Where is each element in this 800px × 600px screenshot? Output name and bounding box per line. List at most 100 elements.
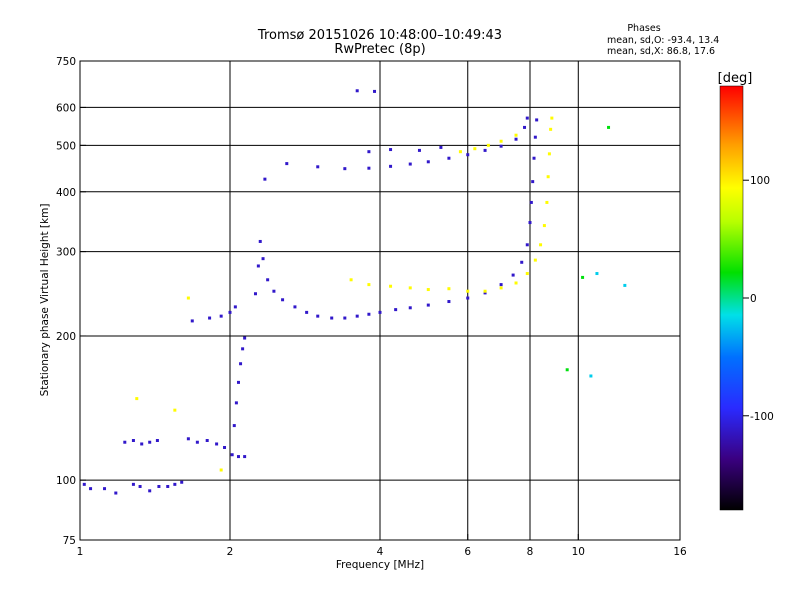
data-point [367,283,371,287]
x-tick-label: 10 [572,546,585,558]
data-point [155,439,159,443]
data-point [157,484,161,488]
data-point [533,258,537,262]
data-point [173,408,177,412]
data-point [545,200,549,204]
x-axis-ticks: 1 2 4 6 8 10 16 [77,534,687,558]
data-point [355,89,359,93]
data-point [195,440,199,444]
data-point [499,286,503,290]
data-point [525,272,529,276]
data-point [243,336,247,340]
y-axis-label: Stationary phase Virtual Height [km] [39,204,51,397]
data-point [148,489,152,493]
data-point [215,442,219,446]
data-point [447,156,451,160]
y-tick-label: 75 [63,535,76,547]
data-point [114,491,118,495]
data-point [394,308,398,312]
data-point [330,316,334,320]
data-point [186,437,190,441]
data-point [233,305,237,309]
data-point [426,288,430,292]
data-point [230,453,234,457]
data-point [123,440,127,444]
data-point [293,305,297,309]
data-point [447,287,451,291]
data-point [281,298,285,302]
colorbar-tick-label: 100 [750,175,770,187]
data-point [131,482,135,486]
data-point [565,368,569,372]
data-point [439,145,443,149]
data-point [236,380,240,384]
data-point [236,455,240,459]
data-point [531,180,535,184]
y-tick-label: 500 [56,140,76,152]
colorbar-tick-label: 0 [750,293,757,305]
data-point [166,484,170,488]
data-point [378,310,382,314]
data-point [523,125,527,129]
data-point [589,374,593,378]
data-point [550,116,554,120]
y-tick-label: 400 [56,187,76,199]
data-point [483,291,487,295]
plot-area: 1 2 4 6 8 10 16 75 100 200 300 400 500 600 750 [56,56,687,558]
y-tick-label: 200 [56,331,76,343]
data-point [367,166,371,170]
data-point [223,445,227,449]
x-tick-label: 6 [464,546,471,558]
data-point [305,310,309,314]
data-point [511,273,515,277]
data-point [253,292,257,296]
data-point [389,164,393,168]
data-point [623,283,627,287]
data-point [243,455,247,459]
stats-title: Phases [627,23,660,34]
data-points [82,89,627,495]
data-point [499,283,503,287]
data-point [525,243,529,247]
data-point [473,147,477,151]
data-point [528,221,532,225]
data-point [607,125,611,129]
data-point [219,468,223,472]
gridlines [80,61,680,540]
data-point [373,89,377,93]
data-point [131,439,135,443]
data-point [514,133,518,137]
data-point [190,319,194,323]
data-point [486,143,490,147]
data-point [520,260,524,264]
x-tick-label: 4 [377,546,384,558]
data-point [186,296,190,300]
data-point [499,139,503,143]
data-point [514,281,518,285]
data-point [138,484,142,488]
data-point [549,127,553,131]
data-point [367,150,371,154]
data-point [466,296,470,300]
data-point [263,177,267,181]
y-tick-label: 750 [56,56,76,68]
data-point [89,487,93,491]
data-point [499,144,503,148]
data-point [426,160,430,164]
data-point [417,148,421,152]
data-point [408,306,412,310]
data-point [581,275,585,279]
x-tick-label: 16 [673,546,687,558]
chart-title-line2: RwPretec (8p) [334,42,425,57]
colorbar-tick-label: -100 [750,411,774,423]
data-point [539,243,543,247]
data-point [466,289,470,293]
colorbar-ticks: 100 0 -100 [743,175,774,423]
data-point [367,312,371,316]
data-point [316,314,320,318]
colorbar-gradient [719,85,744,511]
data-point [208,316,212,320]
data-point [228,310,232,314]
chart-title-line1: Tromsø 20151026 10:48:00–10:49:43 [257,28,502,43]
